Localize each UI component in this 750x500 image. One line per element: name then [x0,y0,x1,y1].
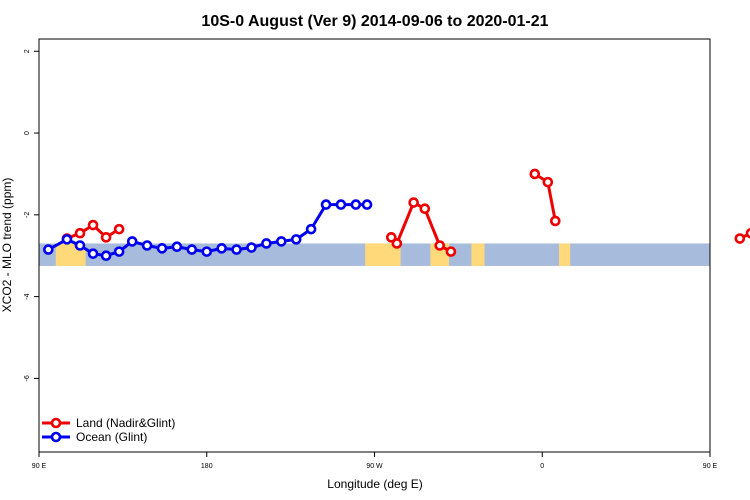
data-point [320,199,332,210]
series-layer [43,168,750,262]
data-point [290,234,302,245]
series-land-nadir-glint- [61,168,750,257]
x-tick-label: 180 [201,463,213,470]
data-point [305,223,317,235]
legend-label: Land (Nadir&Glint) [76,416,175,430]
series-ocean-glint- [43,199,373,262]
data-point [445,246,457,257]
data-point [734,233,746,244]
data-point [261,238,272,249]
data-point [100,250,112,262]
legend: Land (Nadir&Glint)Ocean (Glint) [42,416,175,444]
legend-item: Land (Nadir&Glint) [42,416,175,430]
data-point [74,227,86,239]
y-tick-label: 2 [24,49,31,53]
legend-item: Ocean (Glint) [42,430,147,444]
data-point [391,238,403,249]
land-segment [471,243,485,266]
data-point [171,241,183,253]
background-map-strip [39,243,710,266]
data-point [549,215,561,227]
land-segment [559,243,571,266]
data-point [61,234,73,245]
data-point [276,236,287,247]
x-tick-label: 90 W [366,463,383,470]
data-point [542,176,554,188]
data-point [335,199,347,210]
legend-label: Ocean (Glint) [76,430,147,444]
y-tick-label: -2 [24,212,31,218]
data-point [141,240,153,251]
data-point [529,168,541,180]
y-tick-label: -4 [24,293,31,299]
chart-title: 10S-0 August (Ver 9) 2014-09-06 to 2020-… [201,13,548,30]
data-point [231,244,242,255]
data-point [156,243,168,254]
data-point [434,240,446,251]
data-point [408,197,419,208]
data-point [100,232,112,243]
data-point [361,199,373,210]
x-tick-label: 90 E [703,463,718,470]
data-point [201,246,213,257]
data-point [126,236,138,247]
axis-ticks: 90 E 180 90 W 0 90 E 2 0 -2 -4 -6 [24,49,718,470]
data-point [419,203,431,214]
x-tick-label: 0 [540,463,544,470]
x-axis-label: Longitude (deg E) [327,477,422,491]
data-point [87,219,99,231]
data-point [74,240,86,251]
legend-marker [50,417,62,429]
data-point [350,199,362,210]
data-point [87,248,99,259]
land-segment [365,243,401,266]
data-point [113,246,125,257]
data-point [385,232,397,243]
data-point [216,243,227,254]
data-point [43,244,54,255]
data-point [113,223,125,235]
data-point [745,228,750,239]
y-tick-label: -6 [24,375,31,381]
data-point [186,244,198,255]
y-tick-label: 0 [24,131,31,135]
data-point [246,242,257,253]
x-tick-label: 90 E [32,463,47,470]
legend-marker [50,431,62,443]
y-axis-label: XCO2 - MLO trend (ppm) [0,178,14,313]
